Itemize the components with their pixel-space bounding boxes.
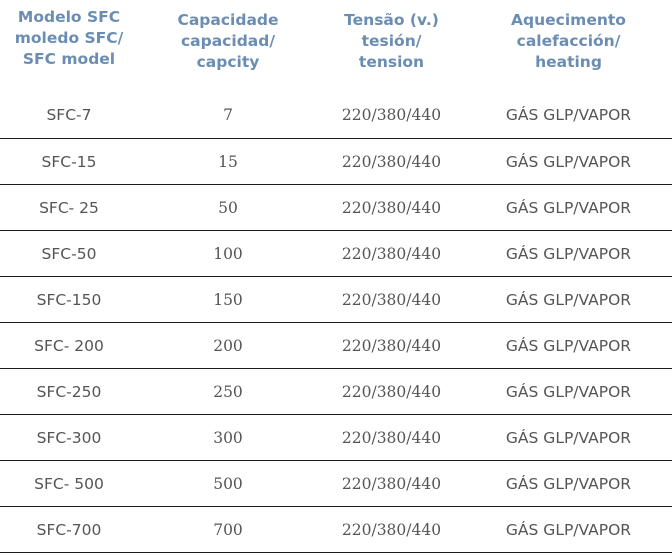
table-row: SFC-250 250 220/380/440 GÁS GLP/VAPOR xyxy=(0,368,672,415)
cell-voltage: 220/380/440 xyxy=(318,506,465,553)
header-heating: Aquecimento calefacción/ heating xyxy=(465,0,672,92)
cell-capacity: 100 xyxy=(138,230,318,277)
table-header: Modelo SFC moledo SFC/ SFC model Capacid… xyxy=(0,0,672,92)
table-row: SFC-50 100 220/380/440 GÁS GLP/VAPOR xyxy=(0,230,672,277)
cell-voltage: 220/380/440 xyxy=(318,230,465,277)
cell-heating: GÁS GLP/VAPOR xyxy=(465,138,672,185)
header-heating-line-2: calefacción/ xyxy=(516,32,621,50)
header-voltage: Tensão (v.) tesión/ tension xyxy=(318,0,465,92)
cell-model: SFC-250 xyxy=(0,368,138,415)
cell-voltage: 220/380/440 xyxy=(318,184,465,231)
cell-voltage: 220/380/440 xyxy=(318,368,465,415)
cell-capacity: 250 xyxy=(138,368,318,415)
table-row: SFC- 200 200 220/380/440 GÁS GLP/VAPOR xyxy=(0,322,672,369)
header-heating-line-1: Aquecimento xyxy=(511,11,626,29)
cell-heating: GÁS GLP/VAPOR xyxy=(465,506,672,553)
cell-capacity: 7 xyxy=(138,92,318,139)
cell-voltage: 220/380/440 xyxy=(318,138,465,185)
cell-heating: GÁS GLP/VAPOR xyxy=(465,368,672,415)
header-model: Modelo SFC moledo SFC/ SFC model xyxy=(0,0,138,92)
cell-model: SFC- 25 xyxy=(0,184,138,231)
cell-capacity: 700 xyxy=(138,506,318,553)
table-row: SFC-15 15 220/380/440 GÁS GLP/VAPOR xyxy=(0,138,672,185)
cell-heating: GÁS GLP/VAPOR xyxy=(465,230,672,277)
cell-model: SFC-7 xyxy=(0,92,138,139)
table-row: SFC-150 150 220/380/440 GÁS GLP/VAPOR xyxy=(0,276,672,323)
cell-model: SFC-300 xyxy=(0,414,138,461)
cell-model: SFC-50 xyxy=(0,230,138,277)
header-heating-line-3: heating xyxy=(535,53,602,71)
cell-capacity: 150 xyxy=(138,276,318,323)
header-capacity-line-2: capacidad/ xyxy=(180,32,275,50)
header-capacity-line-3: capcity xyxy=(196,53,260,71)
header-voltage-line-2: tesión/ xyxy=(361,32,422,50)
table-row: SFC- 500 500 220/380/440 GÁS GLP/VAPOR xyxy=(0,460,672,507)
cell-heating: GÁS GLP/VAPOR xyxy=(465,184,672,231)
cell-heating: GÁS GLP/VAPOR xyxy=(465,92,672,139)
cell-capacity: 15 xyxy=(138,138,318,185)
table-row: SFC-700 700 220/380/440 GÁS GLP/VAPOR xyxy=(0,506,672,553)
cell-capacity: 200 xyxy=(138,322,318,369)
header-row: Modelo SFC moledo SFC/ SFC model Capacid… xyxy=(0,0,672,92)
cell-voltage: 220/380/440 xyxy=(318,322,465,369)
table-row: SFC-7 7 220/380/440 GÁS GLP/VAPOR xyxy=(0,92,672,139)
cell-heating: GÁS GLP/VAPOR xyxy=(465,322,672,369)
cell-voltage: 220/380/440 xyxy=(318,414,465,461)
table-body: SFC-7 7 220/380/440 GÁS GLP/VAPOR SFC-15… xyxy=(0,92,672,553)
header-capacity-line-1: Capacidade xyxy=(177,11,279,29)
cell-model: SFC-700 xyxy=(0,506,138,553)
cell-model: SFC-150 xyxy=(0,276,138,323)
header-model-line-2: moledo SFC/ xyxy=(14,29,124,47)
cell-heating: GÁS GLP/VAPOR xyxy=(465,414,672,461)
header-voltage-line-1: Tensão (v.) xyxy=(344,11,439,29)
table-row: SFC-300 300 220/380/440 GÁS GLP/VAPOR xyxy=(0,414,672,461)
table-row: SFC- 25 50 220/380/440 GÁS GLP/VAPOR xyxy=(0,184,672,231)
cell-model: SFC-15 xyxy=(0,138,138,185)
cell-voltage: 220/380/440 xyxy=(318,460,465,507)
header-model-line-3: SFC model xyxy=(22,50,116,68)
cell-voltage: 220/380/440 xyxy=(318,276,465,323)
cell-capacity: 300 xyxy=(138,414,318,461)
cell-capacity: 50 xyxy=(138,184,318,231)
cell-model: SFC- 200 xyxy=(0,322,138,369)
header-capacity: Capacidade capacidad/ capcity xyxy=(138,0,318,92)
header-model-line-1: Modelo SFC xyxy=(17,8,121,26)
cell-voltage: 220/380/440 xyxy=(318,92,465,139)
cell-heating: GÁS GLP/VAPOR xyxy=(465,276,672,323)
cell-capacity: 500 xyxy=(138,460,318,507)
header-voltage-line-3: tension xyxy=(358,53,425,71)
cell-model: SFC- 500 xyxy=(0,460,138,507)
cell-heating: GÁS GLP/VAPOR xyxy=(465,460,672,507)
